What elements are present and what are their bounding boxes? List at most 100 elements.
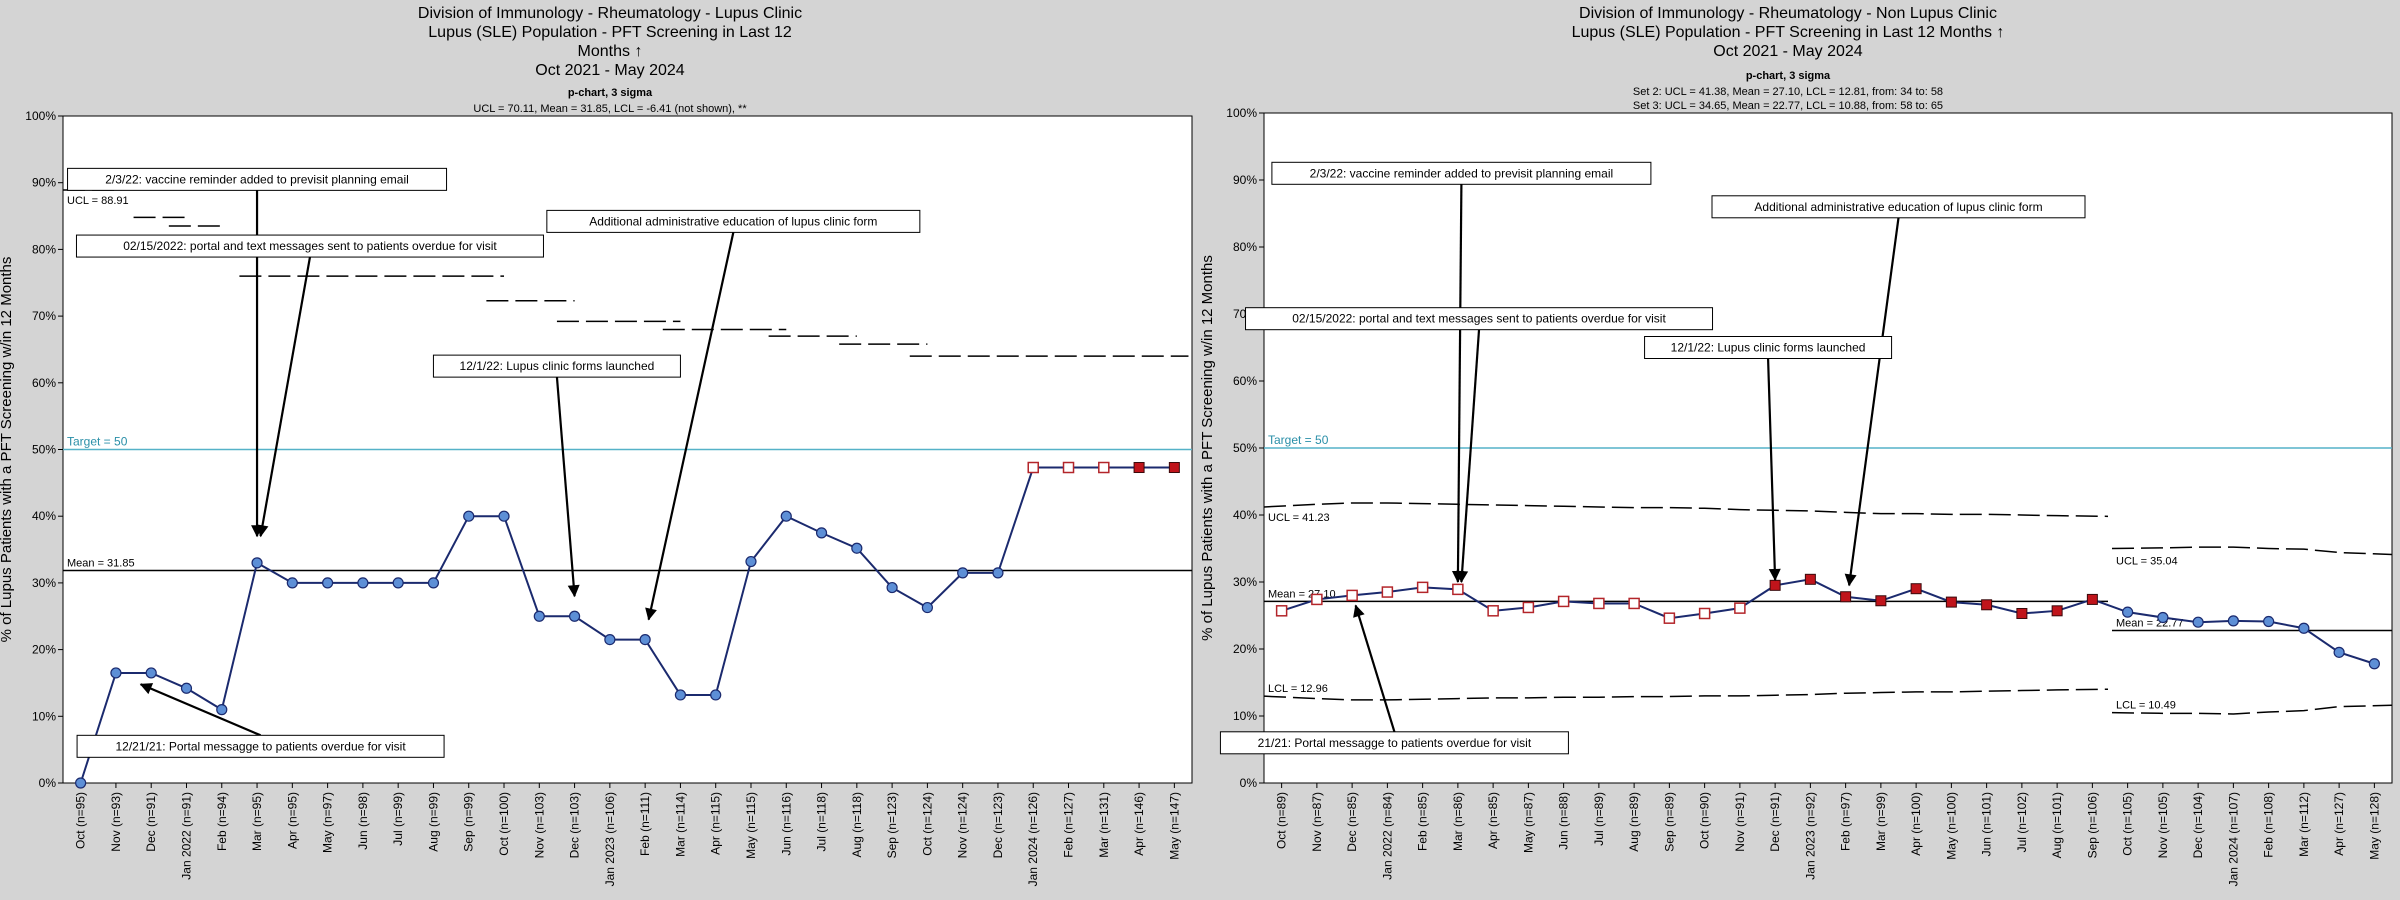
series-line: [1281, 578, 2375, 665]
annotation-text: 12/1/22: Lupus clinic forms launched: [1671, 341, 1866, 355]
data-point: [1275, 605, 1288, 617]
y-axis-label: % of Lupus Patients with a PFT Screening…: [0, 257, 15, 643]
data-point: [427, 577, 440, 589]
data-point: [1593, 597, 1605, 610]
x-tick-label: May (n=147): [1167, 792, 1181, 860]
annotation-box: [546, 209, 921, 233]
x-tick-label: Sep (n=123): [885, 792, 899, 858]
annotation-box: [1245, 307, 1714, 331]
y-tick-label: 100%: [25, 109, 56, 123]
y-tick-label: 80%: [32, 242, 56, 256]
data-point: [1416, 581, 1429, 594]
data-point: [1910, 583, 1922, 595]
annotation-text: 2/3/22: vaccine reminder added to previs…: [1310, 166, 1614, 180]
y-tick-label: 60%: [1233, 374, 1257, 388]
x-tick-label: Dec (n=91): [144, 792, 158, 852]
x-tick-label: Mar (n=86): [1451, 792, 1465, 851]
x-tick-label: Jan 2022 (n=91): [179, 792, 193, 880]
x-tick-label: Aug (n=99): [426, 792, 440, 852]
data-point: [815, 527, 828, 539]
chart-subtitle-line: p-chart, 3 sigma: [568, 87, 653, 99]
data-point: [1981, 599, 1993, 611]
data-point: [2227, 615, 2239, 627]
annotation-arrow: [1766, 358, 1781, 581]
x-tick-label: Nov (n=105): [2156, 792, 2170, 858]
x-tick-label: May (n=115): [744, 792, 758, 859]
data-point: [1840, 591, 1852, 603]
data-point: [2051, 605, 2063, 617]
x-tick-label: Jul (n=118): [815, 792, 829, 851]
data-point: [145, 667, 157, 679]
x-tick-label: Apr (n=95): [285, 792, 299, 849]
x-tick-label: Mar (n=112): [2297, 792, 2311, 857]
x-tick-label: Nov (n=91): [1733, 792, 1747, 852]
data-point: [957, 567, 969, 579]
data-point: [1945, 596, 1957, 608]
annotation-text: Additional administrative education of l…: [1754, 200, 2042, 214]
annotation-text: 2/3/22: vaccine reminder added to previs…: [105, 172, 409, 186]
data-point: [780, 510, 792, 522]
x-tick-label: Mar (n=99): [1874, 792, 1888, 851]
data-point: [2333, 646, 2345, 658]
y-tick-label: 50%: [1233, 441, 1257, 455]
x-tick-label: May (n=128): [2367, 792, 2381, 860]
x-tick-label: Jan 2023 (n=106): [603, 792, 617, 886]
data-point: [75, 777, 87, 789]
x-tick-label: Sep (n=89): [1662, 792, 1676, 852]
x-tick-label: Feb (n=85): [1416, 792, 1430, 851]
data-point: [1346, 589, 1358, 602]
set3-lcl-label: LCL = 10.49: [2116, 700, 2176, 712]
x-tick-label: Sep (n=99): [462, 792, 476, 852]
data-point: [1487, 605, 1499, 617]
x-tick-label: Sep (n=106): [2085, 792, 2099, 858]
data-point: [1062, 461, 1075, 474]
annotation-text: 21/21: Portal messagge to patients overd…: [1258, 736, 1532, 750]
data-point: [604, 633, 616, 646]
annotation-text: 12/1/22: Lupus clinic forms launched: [460, 359, 655, 373]
x-tick-label: Jan 2024 (n=107): [2226, 792, 2240, 886]
x-tick-label: Jul (n=99): [391, 792, 405, 846]
annotation-arrow: [256, 256, 312, 538]
data-point: [1311, 593, 1323, 606]
set2-ucl-label: UCL = 41.23: [1268, 512, 1330, 524]
x-tick-label: Jun (n=88): [1557, 792, 1571, 850]
x-tick-label: Mar (n=95): [250, 792, 264, 851]
data-point: [1698, 607, 1711, 620]
chart-title-line: Division of Immunology - Rheumatology - …: [418, 5, 802, 22]
data-point: [322, 577, 334, 589]
x-tick-label: Jun (n=101): [1980, 792, 1994, 856]
set2-lcl-line: [1263, 688, 2109, 701]
x-tick-label: Jan 2022 (n=84): [1380, 792, 1394, 880]
set3-ucl-line: [2111, 546, 2393, 556]
x-tick-label: Oct (n=124): [920, 792, 934, 856]
target-label: Target = 50: [67, 435, 128, 449]
x-tick-label: Dec (n=85): [1345, 792, 1359, 852]
data-point: [886, 581, 898, 594]
y-tick-label: 40%: [32, 509, 56, 523]
x-tick-label: Apr (n=127): [2332, 792, 2346, 856]
y-tick-label: 0%: [1240, 776, 1258, 790]
y-tick-label: 60%: [32, 376, 56, 390]
set3-ucl-label: UCL = 35.04: [2116, 556, 2178, 568]
data-point: [2122, 606, 2134, 618]
x-tick-label: Mar (n=131): [1097, 792, 1111, 858]
annotation-arrow: [1451, 184, 1464, 583]
y-tick-label: 90%: [32, 176, 56, 190]
chart-title-line: Lupus (SLE) Population - PFT Screening i…: [1572, 24, 2005, 41]
data-point: [851, 542, 863, 554]
x-tick-label: Jan 2023 (n=92): [1803, 792, 1817, 880]
data-point: [1027, 461, 1039, 474]
data-point: [1769, 579, 1781, 591]
x-tick-label: Feb (n=127): [1062, 792, 1076, 858]
ucl-label: UCL = 88.91: [67, 195, 129, 207]
annotation-arrow: [1844, 217, 1900, 587]
chart-subtitle-line: p-chart, 3 sigma: [1746, 70, 1831, 82]
y-tick-label: 20%: [1233, 642, 1257, 656]
y-tick-label: 70%: [32, 309, 56, 323]
data-point: [1734, 602, 1746, 614]
annotation-arrow: [555, 377, 580, 598]
x-tick-label: Jan 2024 (n=126): [1026, 792, 1040, 886]
x-tick-label: Nov (n=87): [1310, 792, 1324, 852]
x-tick-label: Oct (n=100): [497, 792, 511, 856]
